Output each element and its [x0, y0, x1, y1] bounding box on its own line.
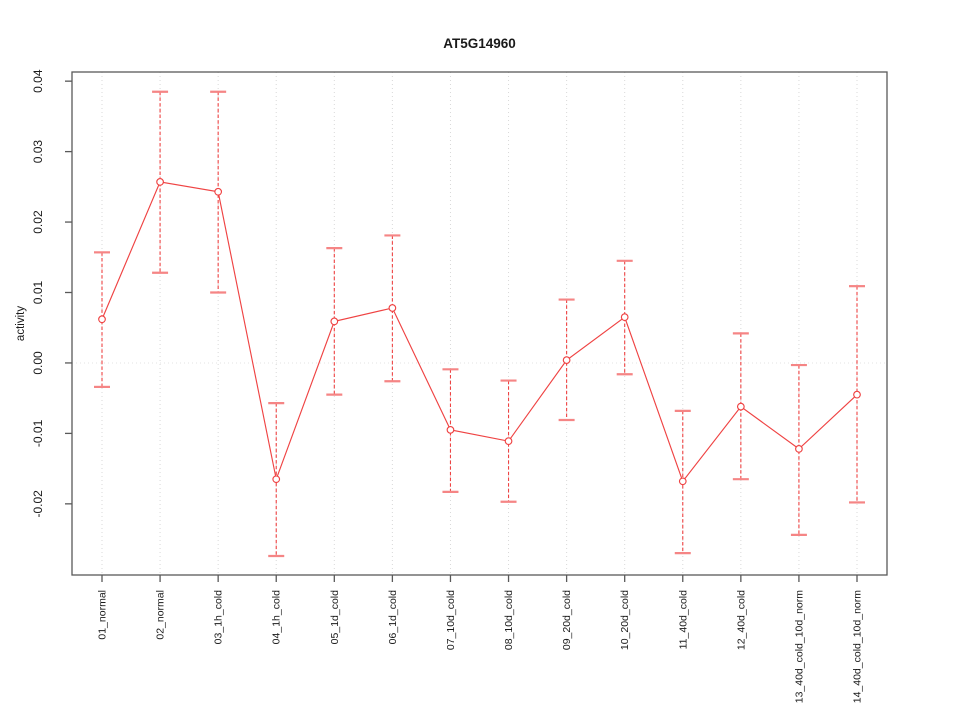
x-tick-label: 03_1h_cold	[213, 590, 225, 644]
x-tick-label: 02_normal	[155, 590, 167, 640]
series-line	[101, 181, 858, 483]
x-tick-label: 05_1d_cold	[329, 590, 341, 644]
data-point-marker	[620, 313, 629, 322]
x-tick-label: 14_40d_cold_10d_norm	[852, 590, 864, 704]
data-point-marker	[795, 445, 803, 453]
data-point-marker	[562, 356, 571, 365]
y-axis-title: activity	[15, 306, 27, 341]
data-point-marker	[853, 390, 861, 399]
plot-box	[71, 71, 888, 576]
data-point-marker	[736, 402, 745, 411]
data-point-marker	[504, 437, 513, 446]
x-tick-label: 10_20d_cold	[619, 590, 631, 650]
data-point-marker	[678, 477, 687, 486]
x-tick-label: 09_20d_cold	[561, 590, 573, 650]
data-point-marker	[156, 178, 164, 186]
x-tick-label: 01_normal	[97, 590, 109, 640]
data-point-marker	[214, 187, 223, 196]
y-tick-label: 0.03	[31, 140, 45, 164]
data-point-marker	[98, 315, 106, 324]
x-tick-label: 08_10d_cold	[503, 590, 515, 650]
y-tick-label: -0.02	[31, 490, 45, 518]
chart-title: AT5G14960	[443, 36, 516, 51]
data-point-marker	[446, 426, 455, 434]
data-point-marker	[330, 317, 339, 326]
x-tick-label: 12_40d_cold	[735, 590, 747, 650]
x-tick-label: 06_1d_cold	[387, 590, 399, 644]
y-tick-label: 0.00	[31, 351, 45, 375]
x-tick-label: 13_40d_cold_10d_norm	[793, 590, 805, 704]
y-tick-label: 0.02	[31, 210, 45, 234]
y-tick-label: 0.04	[31, 69, 45, 93]
data-point-marker	[272, 475, 281, 484]
x-tick-label: 11_40d_cold	[677, 590, 689, 650]
x-tick-label: 04_1h_cold	[271, 590, 283, 644]
data-point-marker	[388, 304, 397, 312]
x-tick-label: 07_10d_cold	[445, 590, 457, 650]
y-tick-label: -0.01	[31, 419, 45, 447]
y-tick-label: 0.01	[31, 281, 45, 305]
